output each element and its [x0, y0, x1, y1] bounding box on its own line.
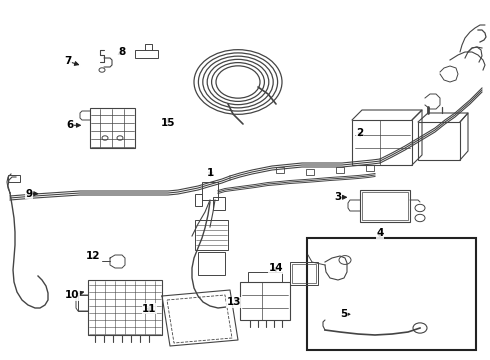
Bar: [418, 122, 460, 160]
Bar: [276, 167, 284, 173]
Bar: [88, 280, 162, 335]
Bar: [240, 282, 290, 320]
Text: 3: 3: [335, 192, 342, 202]
Bar: [90, 108, 135, 148]
Text: 4: 4: [376, 228, 384, 238]
Bar: [352, 120, 412, 165]
Bar: [336, 167, 344, 173]
Bar: [362, 192, 408, 220]
Text: 13: 13: [227, 297, 242, 307]
Text: 15: 15: [160, 118, 175, 128]
Bar: [195, 194, 202, 206]
Text: 12: 12: [86, 251, 100, 261]
Text: 2: 2: [357, 128, 364, 138]
Text: 6: 6: [66, 120, 73, 130]
Bar: [292, 264, 316, 283]
Bar: [213, 197, 225, 210]
Text: 10: 10: [65, 290, 80, 300]
Text: 9: 9: [26, 189, 33, 199]
Text: 5: 5: [341, 309, 347, 319]
Text: 7: 7: [64, 56, 72, 66]
Bar: [248, 272, 282, 282]
Bar: [366, 165, 374, 171]
Text: 14: 14: [269, 263, 283, 273]
Text: 8: 8: [118, 47, 125, 57]
Bar: [195, 220, 228, 250]
Bar: [290, 262, 318, 285]
Text: 11: 11: [142, 304, 157, 314]
Bar: [306, 169, 314, 175]
Bar: [78, 295, 88, 311]
Bar: [307, 238, 476, 350]
Bar: [198, 252, 225, 275]
Bar: [135, 50, 158, 58]
Text: 1: 1: [207, 168, 214, 178]
Bar: [360, 190, 410, 222]
Bar: [202, 182, 218, 200]
Bar: [8, 175, 20, 182]
